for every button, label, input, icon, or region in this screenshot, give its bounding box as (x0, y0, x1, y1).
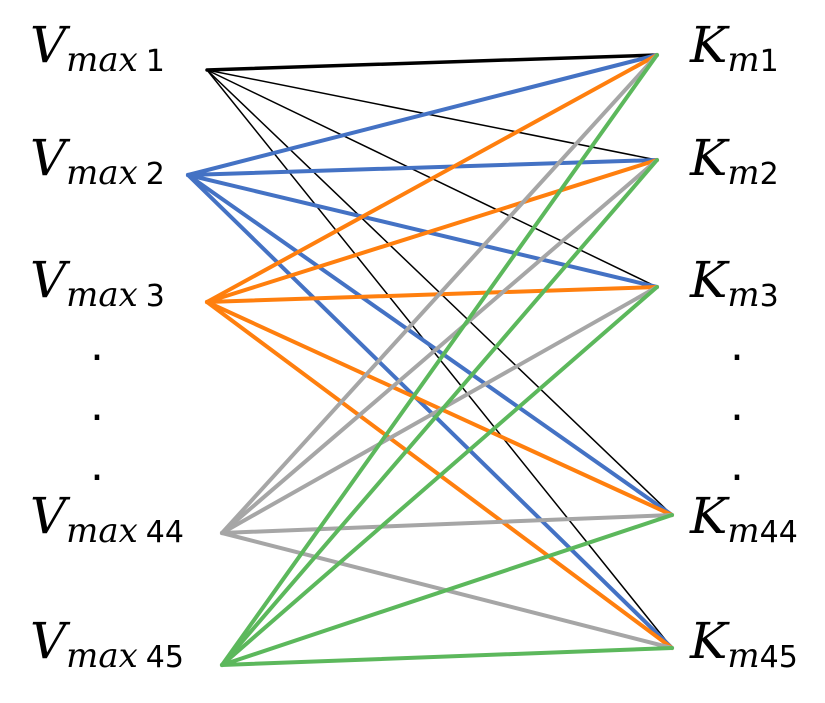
edge-v2-k44 (186, 173, 674, 517)
edge-v45-k45 (220, 646, 674, 667)
left-ellipsis-dot-1: . (90, 320, 104, 371)
edge-v44-k44 (220, 513, 674, 535)
right-ellipsis-dot-1: . (730, 320, 744, 371)
right-node-label-k45: Km45 (689, 612, 798, 676)
edge-v44-k1 (220, 53, 659, 535)
left-node-label-v44: Vmax 44 (30, 487, 184, 551)
right-ellipsis-dot-3: . (730, 440, 744, 491)
right-node-label-k2: Km2 (689, 129, 779, 193)
edge-v2-k1 (186, 53, 659, 177)
edge-v45-k1 (220, 53, 659, 667)
edge-v45-k2 (220, 158, 659, 667)
edge-v1-k1 (205, 53, 659, 72)
edge-v3-k1 (205, 53, 659, 304)
edge-v44-k2 (220, 158, 659, 535)
edge-v2-k3 (186, 173, 659, 289)
left-ellipsis: . . . (90, 320, 104, 491)
edge-v3-k3 (205, 285, 659, 304)
right-node-label-k1: Km1 (689, 16, 779, 80)
left-node-label-v2: Vmax 2 (30, 129, 165, 193)
edge-v45-k44 (220, 513, 674, 667)
edge-v3-k2 (205, 158, 659, 304)
right-ellipsis-dot-2: . (730, 380, 744, 431)
left-ellipsis-dot-3: . (90, 440, 104, 491)
left-node-label-v1: Vmax 1 (30, 16, 165, 80)
left-ellipsis-dot-2: . (90, 380, 104, 431)
right-node-labels: Km1 Km2 Km3 Km44 Km45 (689, 16, 798, 676)
left-node-label-v3: Vmax 3 (30, 251, 165, 315)
right-ellipsis: . . . (730, 320, 744, 491)
right-node-label-k44: Km44 (689, 487, 798, 551)
edge-v1-k2 (206, 69, 658, 161)
left-node-label-v45: Vmax 45 (30, 612, 184, 676)
edges-layer (186, 53, 674, 667)
right-node-label-k3: Km3 (689, 251, 779, 315)
edge-v2-k2 (186, 158, 659, 177)
edge-v2-k45 (186, 173, 674, 650)
edge-v45-k3 (220, 285, 659, 667)
left-node-labels: Vmax 1 Vmax 2 Vmax 3 Vmax 44 Vmax 45 (30, 16, 184, 676)
